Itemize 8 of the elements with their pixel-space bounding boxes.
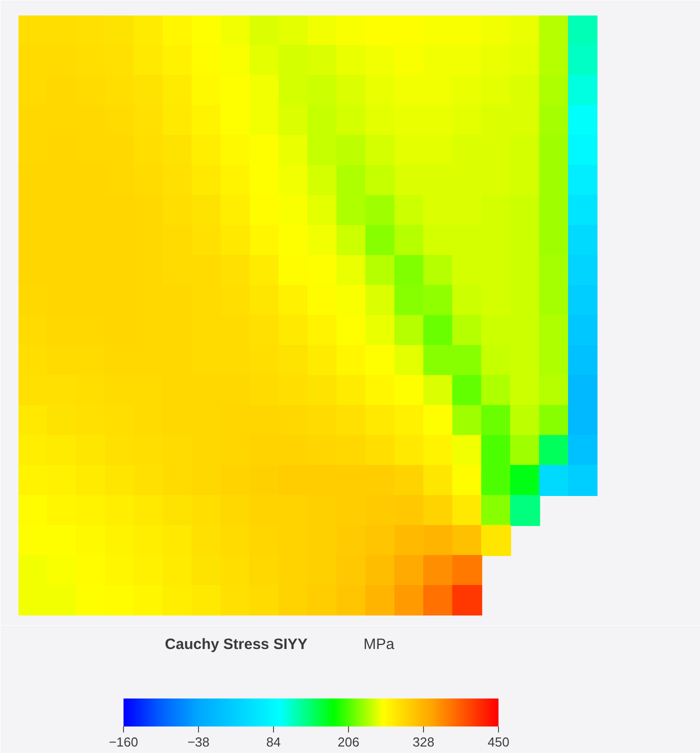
color-bar-label: 450 [488,734,510,750]
color-bar-title: Cauchy Stress SIYY [164,636,308,653]
color-bar-label: 84 [266,734,281,750]
color-bar-label: 206 [338,734,360,750]
color-bar-label: −160 [108,734,138,750]
color-bar-label: −38 [187,734,210,750]
text: MPa [364,636,395,653]
color-bar-label: 328 [412,734,434,750]
